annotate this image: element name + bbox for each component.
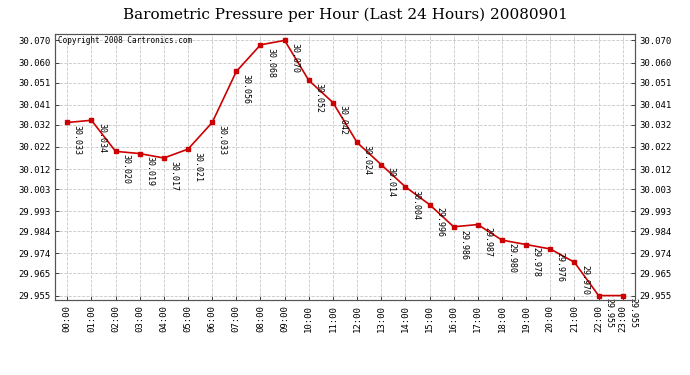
Text: Barometric Pressure per Hour (Last 24 Hours) 20080901: Barometric Pressure per Hour (Last 24 Ho… [123, 8, 567, 22]
Text: 29.996: 29.996 [435, 207, 444, 237]
Text: 29.955: 29.955 [629, 298, 638, 328]
Text: 30.034: 30.034 [97, 123, 106, 153]
Text: 29.955: 29.955 [604, 298, 613, 328]
Text: 30.017: 30.017 [170, 161, 179, 191]
Text: 30.021: 30.021 [194, 152, 203, 182]
Text: 30.052: 30.052 [315, 83, 324, 113]
Text: 29.980: 29.980 [508, 243, 517, 273]
Text: 30.014: 30.014 [387, 167, 396, 197]
Text: 29.976: 29.976 [556, 252, 565, 282]
Text: 30.033: 30.033 [73, 125, 82, 155]
Text: 30.033: 30.033 [218, 125, 227, 155]
Text: 30.068: 30.068 [266, 48, 275, 78]
Text: 30.042: 30.042 [339, 105, 348, 135]
Text: 30.019: 30.019 [146, 156, 155, 186]
Text: 30.004: 30.004 [411, 190, 420, 220]
Text: 30.070: 30.070 [290, 43, 299, 73]
Text: 29.987: 29.987 [484, 227, 493, 257]
Text: 30.056: 30.056 [242, 74, 251, 104]
Text: Copyright 2008 Cartronics.com: Copyright 2008 Cartronics.com [58, 36, 193, 45]
Text: 29.970: 29.970 [580, 265, 589, 295]
Text: 29.978: 29.978 [532, 247, 541, 277]
Text: 30.020: 30.020 [121, 154, 130, 184]
Text: 29.986: 29.986 [460, 230, 469, 260]
Text: 30.024: 30.024 [363, 145, 372, 175]
